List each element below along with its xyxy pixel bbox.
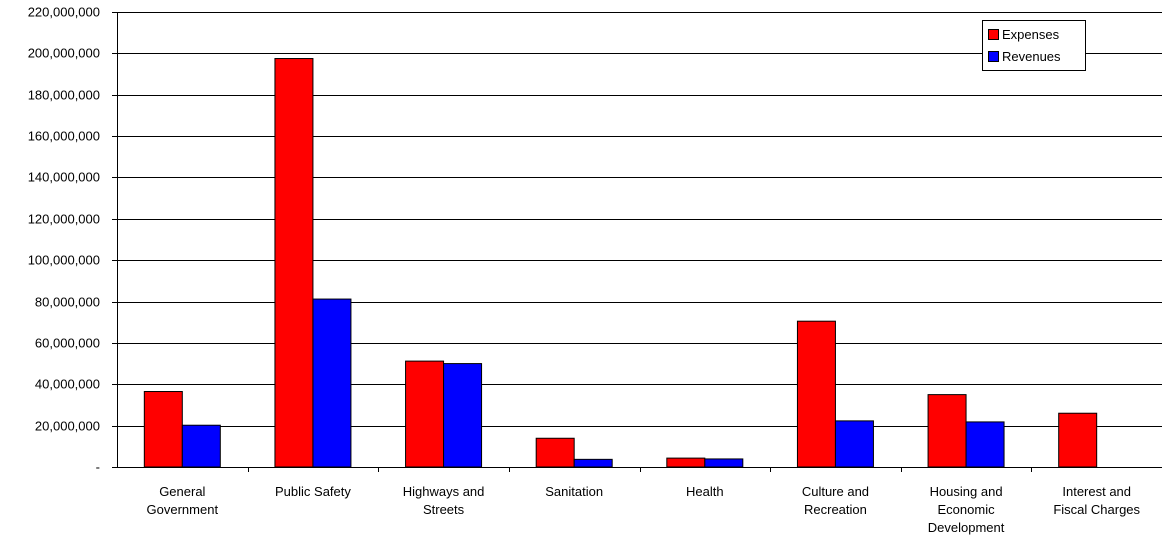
bar-revenues xyxy=(573,458,613,468)
legend-box xyxy=(982,20,1086,71)
x-category-label: Public Safety xyxy=(275,484,351,499)
legend-label: Expenses xyxy=(1002,27,1060,42)
x-category-label: Highways and xyxy=(403,484,485,499)
bar-revenues xyxy=(965,421,1005,468)
y-tick-label: 20,000,000 xyxy=(35,419,100,434)
x-category-label: Interest and xyxy=(1062,484,1131,499)
x-category-label: General xyxy=(159,484,205,499)
x-category-label: Economic xyxy=(938,502,996,517)
labels: - 20,000,000 40,000,000 60,000,000 80,000,00… xyxy=(28,5,1141,536)
legend-swatch xyxy=(988,29,999,40)
legend-label: Revenues xyxy=(1002,49,1061,64)
bar-expenses xyxy=(1058,412,1098,468)
y-tick-label: - xyxy=(96,460,100,475)
x-category-label: Development xyxy=(928,520,1005,535)
bar-expenses xyxy=(927,394,967,468)
y-tick-label: 140,000,000 xyxy=(28,170,100,185)
x-category-label: Health xyxy=(686,484,724,499)
x-category-label: Housing and xyxy=(930,484,1003,499)
y-tick-label: 200,000,000 xyxy=(28,46,100,61)
x-category-label: Sanitation xyxy=(545,484,603,499)
bar-revenues xyxy=(181,424,221,468)
x-category-label: Culture and xyxy=(802,484,869,499)
y-tick-label: 40,000,000 xyxy=(35,377,100,392)
bar-revenues xyxy=(443,363,483,468)
bar-expenses xyxy=(274,58,314,468)
bar-revenues xyxy=(834,420,874,468)
bar-expenses xyxy=(666,457,706,468)
y-tick-label: 120,000,000 xyxy=(28,212,100,227)
bar-expenses xyxy=(796,320,836,468)
bar-expenses xyxy=(405,360,445,468)
y-tick-label: 60,000,000 xyxy=(35,336,100,351)
bar-revenues xyxy=(704,458,744,468)
legend: Expenses Revenues xyxy=(982,20,1086,71)
bar-expenses xyxy=(535,437,575,468)
y-tick-label: 180,000,000 xyxy=(28,88,100,103)
y-tick-label: 80,000,000 xyxy=(35,295,100,310)
bar-revenues xyxy=(312,298,352,468)
x-category-label: Fiscal Charges xyxy=(1053,502,1140,517)
gridlines xyxy=(117,12,1162,427)
x-category-label: Government xyxy=(147,502,219,517)
legend-swatch xyxy=(988,51,999,62)
bar-expenses xyxy=(143,391,183,468)
y-tick-label: 220,000,000 xyxy=(28,5,100,20)
x-category-label: Recreation xyxy=(804,502,867,517)
y-tick-label: 100,000,000 xyxy=(28,253,100,268)
x-category-label: Streets xyxy=(423,502,465,517)
bars xyxy=(143,58,1098,468)
axes xyxy=(112,12,1162,472)
y-tick-label: 160,000,000 xyxy=(28,129,100,144)
